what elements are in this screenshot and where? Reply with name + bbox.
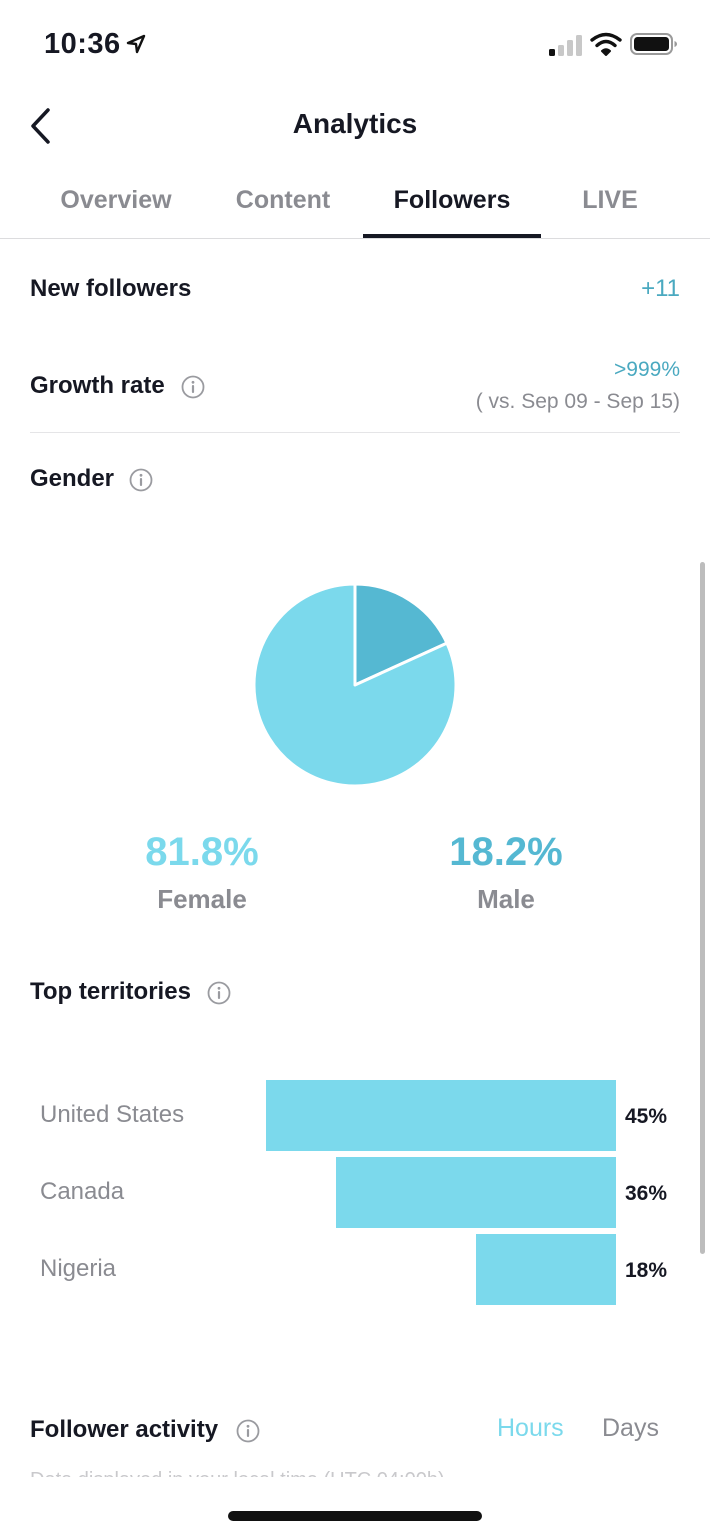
female-percent: 81.8% xyxy=(145,830,259,874)
male-percent: 18.2% xyxy=(449,830,563,874)
growth-rate-value: >999% xyxy=(614,358,680,381)
page-title: Analytics xyxy=(292,108,418,139)
gender-label: Gender xyxy=(30,465,115,492)
top-territories-label: Top territories xyxy=(30,978,191,1005)
pie-slice-female xyxy=(252,582,458,788)
hours-toggle[interactable]: Hours xyxy=(497,1414,564,1442)
wifi-icon xyxy=(590,32,622,56)
territory-percent-1: 36% xyxy=(625,1182,668,1205)
growth-rate-label: Growth rate xyxy=(30,372,165,399)
tabs-divider xyxy=(0,238,710,239)
territory-bar-1 xyxy=(336,1157,616,1228)
follower-activity-info-icon[interactable] xyxy=(236,1419,260,1443)
home-indicator[interactable] xyxy=(228,1511,482,1521)
days-toggle[interactable]: Days xyxy=(602,1414,659,1442)
growth-rate-info-icon[interactable] xyxy=(181,375,205,399)
top-territories-info-icon[interactable] xyxy=(207,981,231,1005)
territory-name-2: Nigeria xyxy=(40,1255,117,1282)
tab-bar: Overview Content Followers LIVE xyxy=(0,172,710,238)
tab-followers[interactable]: Followers xyxy=(393,186,511,214)
tab-content[interactable]: Content xyxy=(235,186,331,214)
tab-live[interactable]: LIVE xyxy=(582,186,638,214)
follower-activity-label: Follower activity xyxy=(30,1416,219,1443)
pie-slice-male xyxy=(353,582,449,687)
territory-name-1: Canada xyxy=(40,1178,125,1205)
gender-info-icon[interactable] xyxy=(129,468,153,492)
male-label: Male xyxy=(477,884,535,914)
new-followers-value: +11 xyxy=(641,275,680,302)
location-arrow-icon xyxy=(126,34,146,54)
gender-pie-chart xyxy=(252,582,458,788)
territory-percent-0: 45% xyxy=(625,1105,668,1128)
territory-bar-0 xyxy=(266,1080,616,1151)
cellular-signal-icon xyxy=(549,35,582,56)
territory-name-0: United States xyxy=(40,1101,185,1128)
scrollbar[interactable] xyxy=(700,562,705,1254)
battery-icon xyxy=(630,33,677,55)
new-followers-label: New followers xyxy=(30,275,192,302)
territory-percent-2: 18% xyxy=(625,1259,668,1282)
section-divider xyxy=(30,432,680,433)
female-label: Female xyxy=(157,884,247,914)
back-arrow-icon[interactable] xyxy=(28,106,56,146)
status-time: 10:36 xyxy=(44,28,121,60)
tab-overview[interactable]: Overview xyxy=(60,186,172,214)
territory-bar-2 xyxy=(476,1234,616,1305)
growth-rate-comparison: ( vs. Sep 09 - Sep 15) xyxy=(475,390,680,413)
follower-activity-subtitle: Data displayed in your local time (UTC 0… xyxy=(30,1466,445,1477)
active-tab-indicator xyxy=(363,234,541,238)
